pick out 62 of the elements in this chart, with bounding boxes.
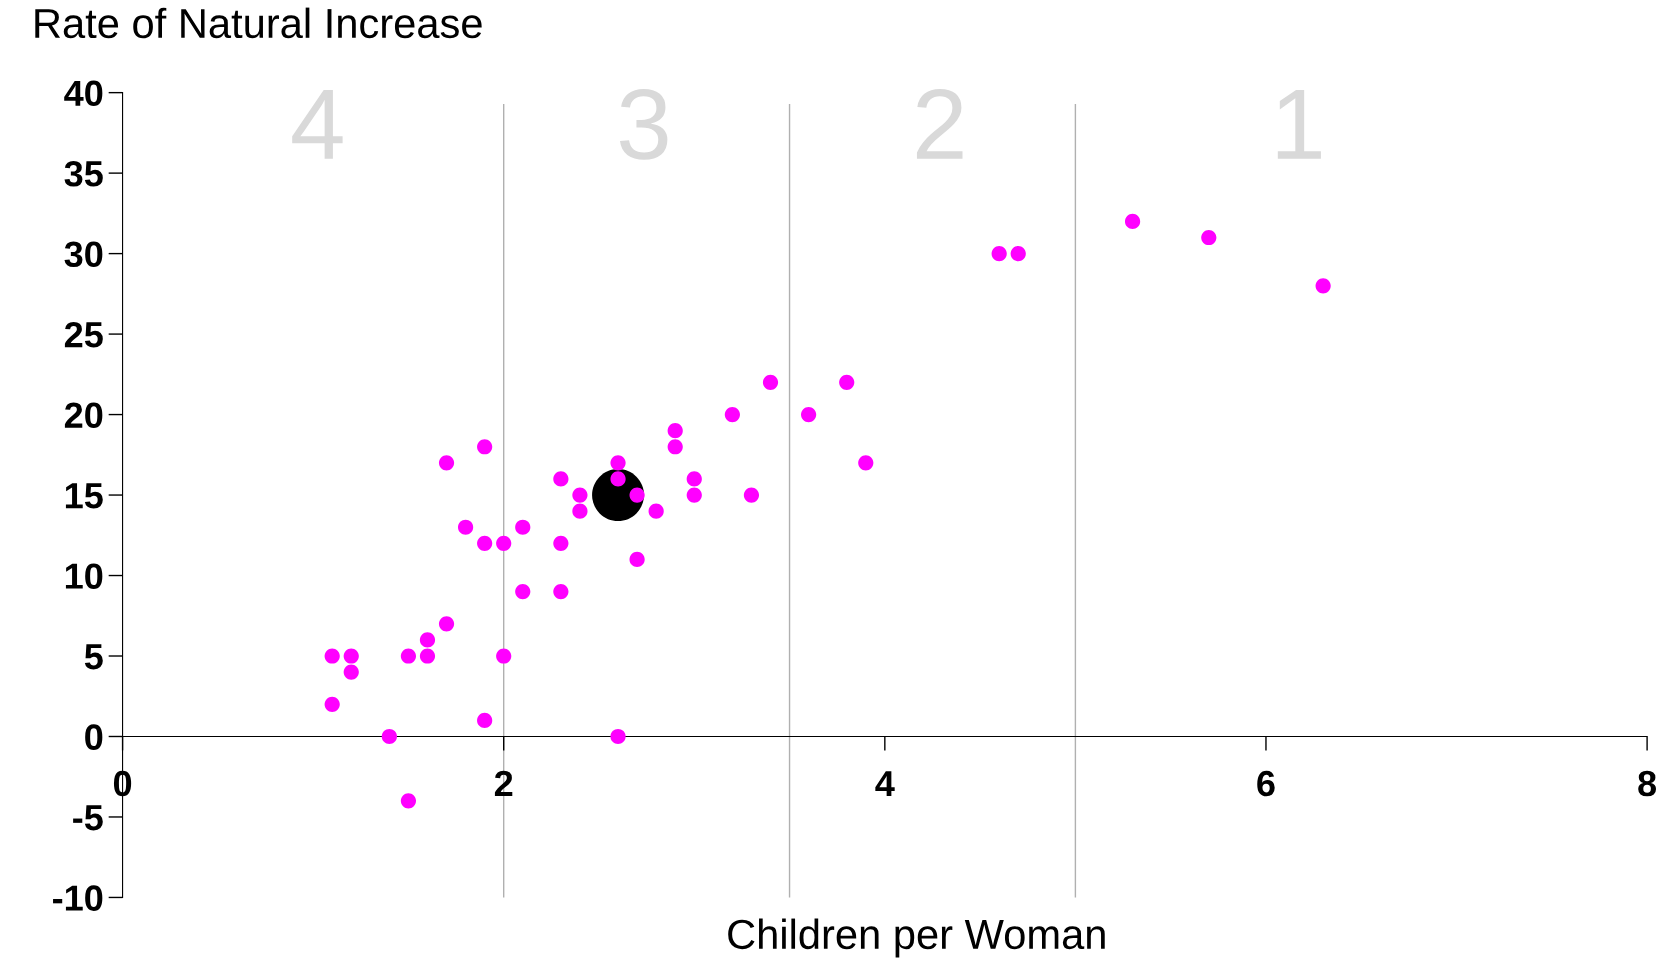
point	[1201, 229, 1217, 246]
point	[553, 535, 569, 551]
y-tick-label: 0	[85, 724, 103, 750]
point	[515, 519, 531, 535]
point	[724, 406, 740, 423]
point	[610, 471, 626, 487]
point	[343, 648, 359, 664]
point	[667, 423, 683, 439]
x-tick-label: 8	[1638, 770, 1657, 797]
point	[1124, 213, 1141, 230]
point	[839, 374, 855, 390]
point	[686, 471, 702, 487]
y-tick-label: -10	[53, 885, 103, 911]
y-tick-label: 10	[65, 563, 103, 589]
point	[477, 535, 493, 551]
point	[553, 584, 569, 600]
point	[496, 648, 512, 664]
y-tick-label: 30	[64, 241, 103, 268]
point	[419, 632, 436, 648]
point	[1010, 245, 1026, 262]
x-tick-label: 6	[1257, 770, 1275, 797]
y-tick-label: 25	[64, 321, 103, 348]
y-tick-label: 5	[84, 644, 103, 670]
point	[324, 696, 340, 712]
y-tick-label: 15	[65, 483, 103, 509]
point	[419, 648, 436, 664]
y-tick-label: -5	[73, 805, 103, 831]
point	[515, 584, 531, 600]
x-axis-title: Children per Woman	[728, 918, 1105, 958]
point	[572, 503, 588, 519]
y-tick-label: 20	[64, 402, 103, 428]
point	[762, 374, 779, 390]
point	[400, 793, 417, 809]
y-tick-label: 35	[64, 160, 103, 187]
point	[572, 487, 588, 503]
point	[629, 487, 645, 503]
point	[743, 487, 760, 503]
y-tick-label: 40	[64, 80, 103, 107]
point	[801, 406, 817, 423]
point	[610, 455, 626, 471]
point	[686, 487, 702, 503]
point	[477, 439, 493, 455]
point	[324, 648, 340, 664]
x-tick-label: 2	[494, 770, 513, 796]
point	[343, 664, 359, 680]
point	[610, 728, 626, 745]
point	[648, 503, 664, 519]
x-tick-label: 4	[875, 771, 895, 796]
point	[381, 728, 397, 745]
point	[438, 616, 455, 632]
point	[991, 245, 1007, 262]
point	[457, 519, 474, 535]
point	[477, 712, 493, 728]
y-axis-title: Rate of Natural Increase	[35, 7, 482, 39]
point	[667, 439, 683, 455]
point	[858, 455, 874, 471]
point	[400, 648, 417, 664]
point	[629, 551, 645, 568]
point	[496, 535, 512, 551]
point	[438, 455, 455, 471]
point	[1315, 278, 1331, 294]
point	[553, 471, 569, 487]
